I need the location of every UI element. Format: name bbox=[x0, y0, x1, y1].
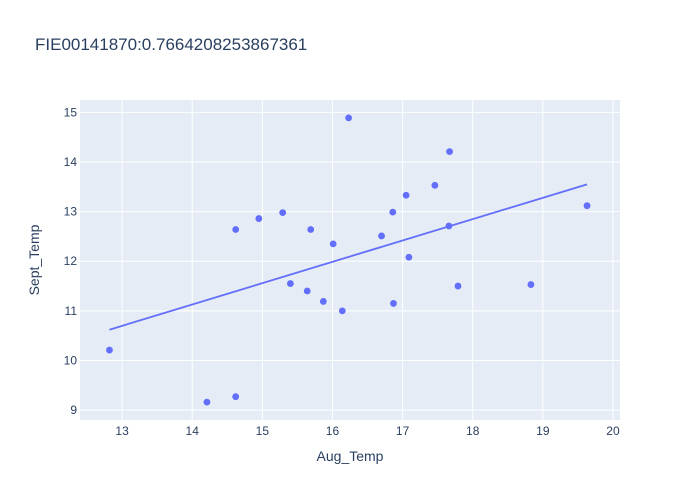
data-point bbox=[232, 226, 240, 233]
data-point bbox=[106, 346, 113, 354]
data-point bbox=[378, 232, 385, 240]
data-point bbox=[232, 393, 240, 401]
data-point bbox=[390, 300, 397, 307]
data-point bbox=[389, 208, 397, 216]
data-point bbox=[405, 253, 413, 261]
data-point bbox=[454, 282, 462, 290]
y-tick-label: 10 bbox=[64, 353, 78, 367]
data-point bbox=[307, 226, 315, 233]
x-tick-label: 18 bbox=[466, 424, 480, 438]
y-tick-label: 9 bbox=[70, 403, 77, 417]
x-tick-label: 13 bbox=[115, 424, 129, 438]
data-point bbox=[286, 280, 294, 287]
points-layer bbox=[106, 114, 591, 406]
y-tick-label: 12 bbox=[64, 254, 78, 268]
x-tick-label: 19 bbox=[536, 424, 550, 438]
data-point bbox=[446, 148, 453, 155]
data-point bbox=[279, 209, 287, 217]
x-tick-label: 20 bbox=[606, 424, 620, 438]
data-point bbox=[527, 281, 535, 288]
plot-area bbox=[80, 100, 620, 420]
x-axis-ticks: 13 14 15 16 17 18 19 20 bbox=[115, 424, 620, 438]
data-point bbox=[345, 114, 352, 122]
x-axis-label: Aug_Temp bbox=[317, 448, 384, 464]
y-tick-label: 11 bbox=[65, 304, 78, 318]
data-point bbox=[402, 191, 410, 199]
data-point bbox=[583, 202, 591, 210]
y-axis-ticks: 9 10 11 12 13 14 15 bbox=[64, 105, 78, 417]
y-axis-label: Sept_Temp bbox=[26, 224, 42, 295]
data-point bbox=[431, 181, 439, 189]
x-tick-label: 14 bbox=[186, 424, 200, 438]
trendline-layer bbox=[109, 183, 588, 331]
chart-title: FIE00141870:0.7664208253867361 bbox=[35, 35, 307, 54]
x-tick-label: 17 bbox=[396, 424, 410, 438]
x-tick-label: 15 bbox=[256, 424, 270, 438]
data-point bbox=[338, 307, 346, 315]
trendline bbox=[109, 183, 588, 331]
y-tick-label: 15 bbox=[64, 105, 78, 119]
y-tick-label: 14 bbox=[64, 155, 78, 169]
x-tick-label: 16 bbox=[326, 424, 340, 438]
y-tick-label: 13 bbox=[64, 205, 78, 219]
data-point bbox=[203, 398, 211, 406]
data-point bbox=[329, 240, 337, 248]
data-point bbox=[445, 222, 453, 230]
data-point bbox=[319, 298, 327, 305]
data-point bbox=[255, 215, 263, 222]
data-point bbox=[303, 287, 311, 295]
